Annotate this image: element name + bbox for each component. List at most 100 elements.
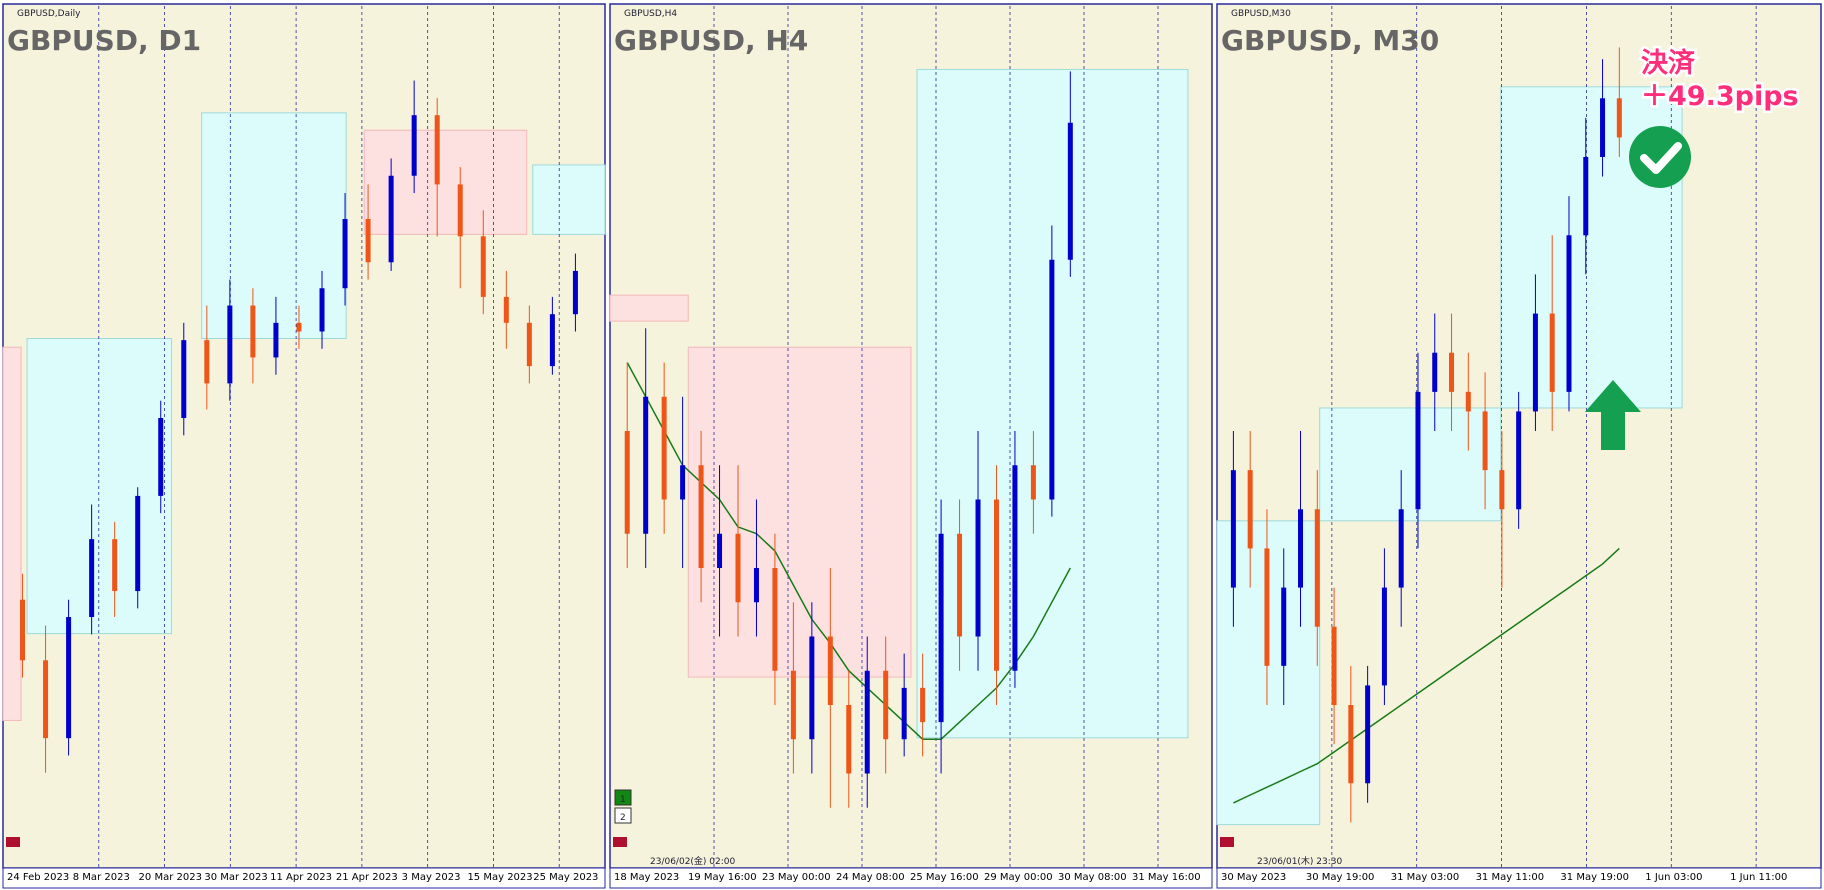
close-button[interactable] <box>613 837 627 847</box>
candle-body <box>549 314 555 367</box>
candle-body <box>1247 470 1253 549</box>
candle-body <box>717 533 723 568</box>
candle-body <box>1432 352 1438 392</box>
chart-panel: 24 Feb 2023 8 Mar 2023 20 Mar 2023 30 Mar 2… <box>2 3 606 889</box>
candle-body <box>1067 122 1073 260</box>
candle-body <box>1298 509 1304 588</box>
date-label: 1 Jun 03:00 <box>1645 872 1702 883</box>
zone-box <box>26 338 173 635</box>
candle-body <box>790 670 796 740</box>
candle-body <box>1381 587 1387 686</box>
candle-body <box>1600 98 1606 157</box>
date-label: 19 May 16:00 <box>688 872 757 883</box>
candle-body <box>1398 509 1404 588</box>
candle-body <box>1365 685 1371 784</box>
zone-box <box>1319 407 1502 522</box>
candle-body <box>227 305 233 384</box>
date-label: 30 Mar 2023 <box>204 872 267 883</box>
candle-body <box>864 670 870 774</box>
check-mark <box>1640 142 1682 174</box>
candle-body <box>112 539 118 592</box>
chart-title: GBPUSD, D1 <box>7 24 201 57</box>
chart-panel: 18 May 2023 19 May 16:00 23 May 00:00 24 Ma… <box>609 3 1213 889</box>
candle-body <box>643 396 649 534</box>
candle-body <box>1049 259 1055 500</box>
date-label: 31 May 11:00 <box>1476 872 1545 883</box>
candle-body <box>1415 391 1421 510</box>
annotation-pips: ＋49.3pips <box>1641 81 1799 112</box>
candle-body <box>250 305 256 358</box>
candle-body <box>1482 411 1488 471</box>
date-label: 21 Apr 2023 <box>336 872 398 883</box>
candle-body <box>1583 157 1589 236</box>
candle-body <box>698 465 704 568</box>
date-label: 31 May 19:00 <box>1560 872 1629 883</box>
candle-body <box>1465 391 1471 412</box>
candle-body <box>1012 465 1018 671</box>
zone-box <box>532 164 606 235</box>
candle-body <box>1516 411 1522 510</box>
date-label: 15 May 2023 <box>467 872 532 883</box>
candle-body <box>1030 465 1036 500</box>
date-label: 24 May 08:00 <box>836 872 905 883</box>
date-axis <box>609 867 1213 889</box>
candle-body <box>1281 587 1287 666</box>
candle-body <box>1566 235 1572 392</box>
candle-body <box>181 340 187 419</box>
symbol-label: GBPUSD,Daily <box>17 9 81 19</box>
candle-body <box>89 539 95 618</box>
date-label: 3 May 2023 <box>402 872 461 883</box>
chart-panel: 30 May 2023 30 May 19:00 31 May 03:00 31 Ma… <box>1216 3 1822 889</box>
date-label: 8 Mar 2023 <box>73 872 130 883</box>
date-label: 25 May 2023 <box>533 872 598 883</box>
candle-body <box>1264 548 1270 666</box>
symbol-label: GBPUSD,M30 <box>1231 9 1291 19</box>
close-button[interactable] <box>6 837 20 847</box>
chart-title: GBPUSD, H4 <box>614 24 808 57</box>
date-label: 1 Jun 11:00 <box>1730 872 1787 883</box>
toolbar-button[interactable] <box>614 807 632 824</box>
candle-body <box>957 533 963 637</box>
chart-title: GBPUSD, M30 <box>1221 24 1439 57</box>
date-label: 29 May 00:00 <box>984 872 1053 883</box>
candle-body <box>1616 98 1622 138</box>
candle-body <box>1549 313 1555 392</box>
candle-body <box>772 568 778 671</box>
cursor-time: 23/06/02(金) 02:00 <box>650 855 736 867</box>
candle-body <box>920 687 926 723</box>
candle-body <box>20 599 26 661</box>
symbol-label: GBPUSD,H4 <box>624 9 677 19</box>
date-label: 30 May 19:00 <box>1306 872 1375 883</box>
candle-body <box>503 296 509 323</box>
candle-body <box>809 636 815 740</box>
candle-body <box>66 617 72 739</box>
toolbar-button[interactable] <box>614 789 632 806</box>
date-label: 30 May 2023 <box>1221 872 1286 883</box>
date-label: 11 Apr 2023 <box>270 872 332 883</box>
zone-box <box>363 129 528 235</box>
annotation-title: 決済 <box>1641 47 1696 79</box>
candle-body <box>1348 705 1354 784</box>
candle-body <box>434 115 440 185</box>
candle-body <box>572 270 578 315</box>
candle-body <box>1499 470 1505 510</box>
date-axis <box>2 867 606 889</box>
candle-body <box>526 322 532 367</box>
candle-body <box>342 219 348 289</box>
check-icon <box>1629 126 1691 188</box>
candle-body <box>993 499 999 671</box>
zone-box <box>2 346 22 721</box>
close-button[interactable] <box>1220 837 1234 847</box>
candle-body <box>827 636 833 705</box>
date-label: 30 May 08:00 <box>1058 872 1127 883</box>
candle-body <box>753 568 759 603</box>
candle-body <box>319 288 325 332</box>
candle-body <box>1532 313 1538 412</box>
candle-body <box>1449 352 1455 392</box>
candle-body <box>273 322 279 358</box>
candle-body <box>901 687 907 740</box>
date-label: 31 May 03:00 <box>1391 872 1460 883</box>
date-label: 25 May 16:00 <box>910 872 979 883</box>
candle-body <box>135 495 141 592</box>
